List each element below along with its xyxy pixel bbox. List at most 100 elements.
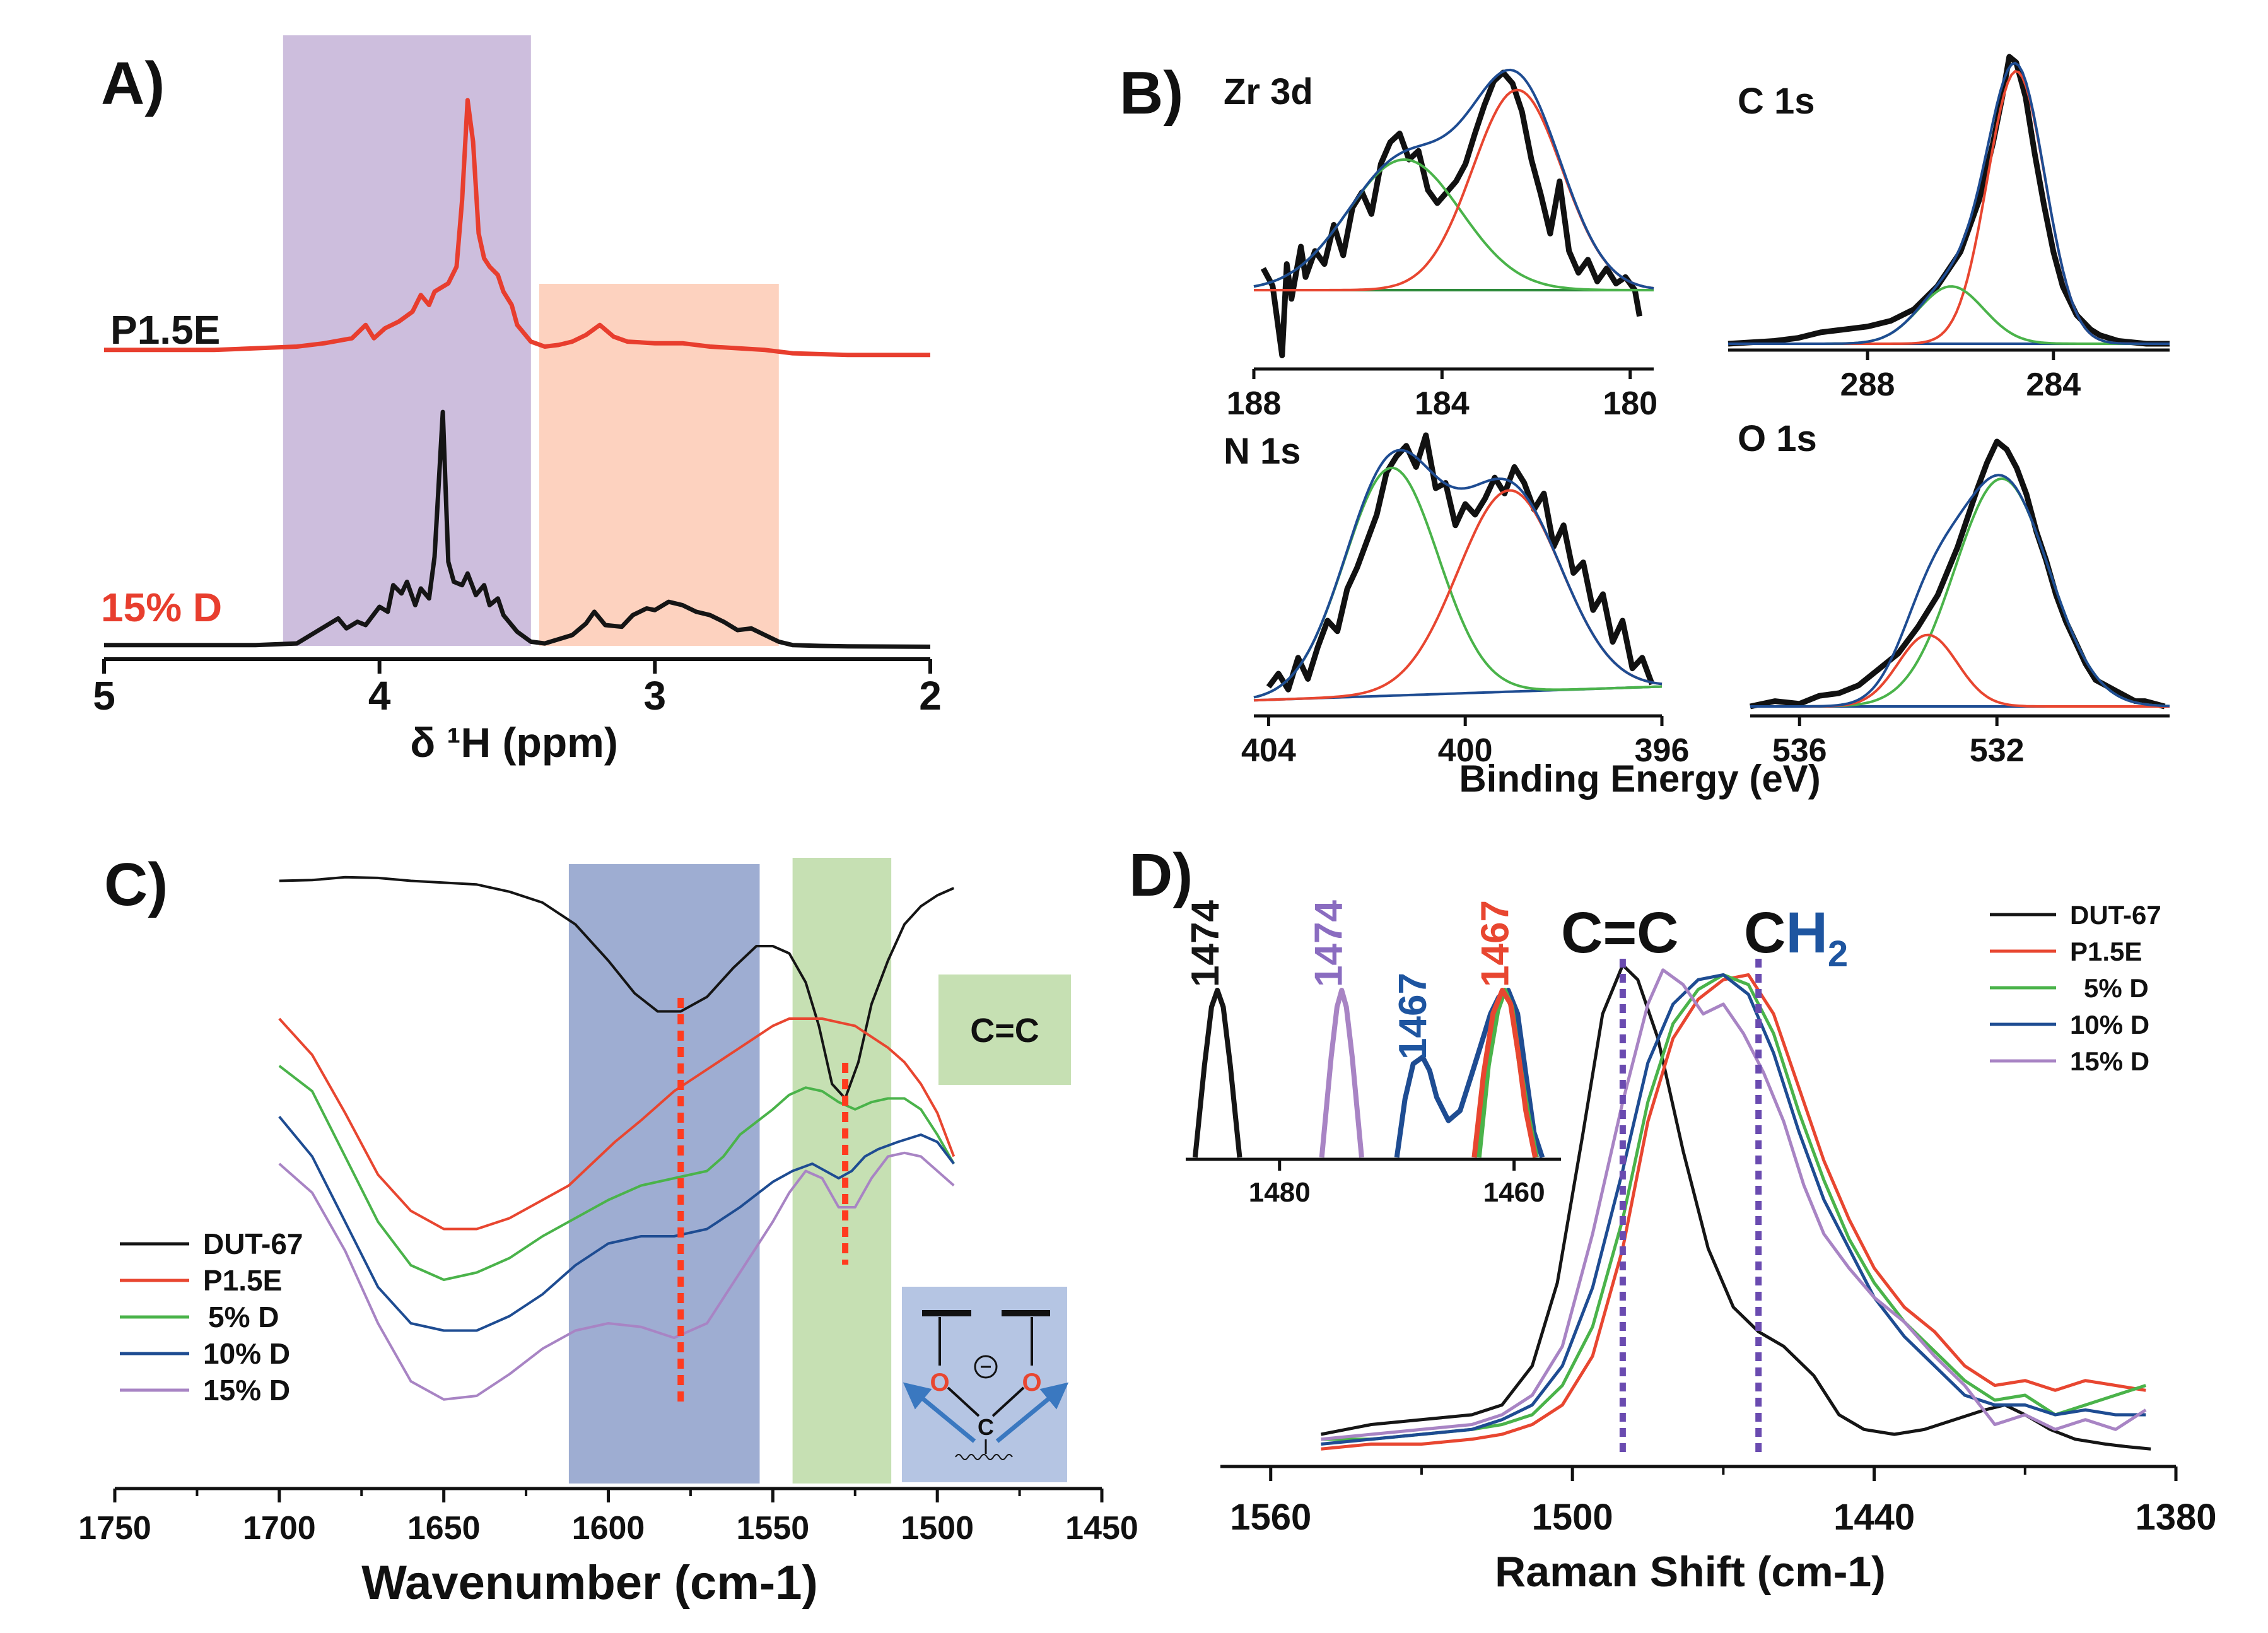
d-tick-label-1440: 1440 <box>1833 1497 1915 1538</box>
a-tick-label-2: 2 <box>919 673 942 718</box>
d-legend-label-10-d: 10% D <box>2070 1010 2149 1039</box>
d-peak-label-cc: C=C <box>1561 901 1679 965</box>
b-o1s-raw <box>1750 438 2166 710</box>
panel-c-label: C) <box>104 851 168 918</box>
svg-text:O: O <box>930 1369 949 1396</box>
c-legend-label-15-d: 15% D <box>203 1374 290 1407</box>
c-tick-label-1500: 1500 <box>901 1510 974 1547</box>
svg-text:C: C <box>978 1414 994 1440</box>
a-x-axis-label: δ ¹H (ppm) <box>410 719 618 766</box>
panel-d-label: D) <box>1129 841 1193 909</box>
d-series-5-d <box>1321 973 2146 1441</box>
a-series-label-p15e: P1.5E <box>110 307 220 353</box>
b-o1s-envelope <box>1750 474 2170 708</box>
b-zr3d-raw <box>1260 69 1643 358</box>
b-x-axis-label: Binding Energy (eV) <box>1459 758 1820 800</box>
panel-c: C) 1750 1700 1650 1600 1550 1500 1450 DUT-67 P1… <box>78 851 1138 1610</box>
d-inset: 1480 1460 1474 1474 1467 1467 <box>1184 900 1561 1208</box>
b-n1s-tick-label-396: 396 <box>1635 732 1690 769</box>
d-tick-label-1560: 1560 <box>1230 1497 1311 1538</box>
d-series-p1-5e <box>1321 973 2146 1451</box>
d-legend-label-5-d: 5% D <box>2084 973 2149 1003</box>
b-c1s-tick-label-284: 284 <box>2026 366 2081 403</box>
d-legend: DUT-67 P1.5E 5% D 10% D 15% D <box>1990 900 2161 1076</box>
d-series-dut-67 <box>1321 963 2151 1451</box>
a-tick-label-5: 5 <box>93 673 115 718</box>
svg-text:O: O <box>1022 1369 1041 1396</box>
b-zr3d-tick-label-184: 184 <box>1415 385 1470 422</box>
c-cc-label: C=C <box>970 1012 1039 1050</box>
c-cc-label-box <box>938 975 1071 1085</box>
a-series-15-d <box>104 98 930 358</box>
c-x-axis-label: Wavenumber (cm-1) <box>361 1556 818 1610</box>
panel-d: D) 1560 1500 1440 1380 1480 1460 1474 1474 1467… <box>1129 841 2217 1596</box>
panel-b: B) 188 184 180 288 284 404 400 396 536 532 Zr … <box>1119 54 2170 800</box>
c-series-5-d <box>278 1065 956 1281</box>
c-legend-label-p1-5e: P1.5E <box>203 1264 282 1297</box>
b-zr3d-tick-label-188: 188 <box>1227 385 1282 422</box>
a-series-p1-5e <box>104 409 931 649</box>
d-tick-label-1380: 1380 <box>2135 1497 2216 1538</box>
a-x-axis: 5 4 3 2 <box>93 657 942 718</box>
d-legend-label-dut-67: DUT-67 <box>2070 900 2161 930</box>
d-inset-peak-p1-5e <box>1471 988 1538 1158</box>
c-band-2 <box>792 858 892 1484</box>
d-inset-tick-label-1460: 1460 <box>1483 1177 1545 1208</box>
d-inset-label-2: 1474 <box>1307 900 1350 987</box>
d-legend-label-p1-5e: P1.5E <box>2070 937 2142 966</box>
carboxylate-scheme-icon: O O C <box>902 1287 1069 1482</box>
b-o1s-tick-label-536: 536 <box>1772 732 1827 769</box>
d-spectra <box>1321 963 2151 1451</box>
c-x-axis: 1750 1700 1650 1600 1550 1500 1450 <box>78 1487 1138 1547</box>
c-legend-label-5-d: 5% D <box>208 1301 279 1333</box>
c-tick-label-1550: 1550 <box>736 1510 809 1547</box>
b-o1s-tick-label-532: 532 <box>1970 732 2025 769</box>
c-tick-label-1450: 1450 <box>1065 1510 1138 1547</box>
b-n1s-envelope <box>1253 448 1663 699</box>
c-highlight-bands <box>568 858 892 1484</box>
d-tick-label-1500: 1500 <box>1532 1497 1613 1538</box>
b-c1s-envelope <box>1728 61 2170 345</box>
a-tick-label-4: 4 <box>368 673 391 718</box>
c-spectra <box>278 875 956 1401</box>
c-band-1 <box>568 864 760 1484</box>
b-subplot-c1s: 288 284 <box>1727 54 2170 403</box>
a-band-1 <box>283 35 531 646</box>
d-inset-peak-dut-67 <box>1192 988 1242 1158</box>
b-n1s-tick-label-404: 404 <box>1241 732 1296 769</box>
b-core-label-zr3d: Zr 3d <box>1224 71 1313 112</box>
b-core-label-o1s: O 1s <box>1738 418 1817 459</box>
d-x-axis-label: Raman Shift (cm-1) <box>1495 1548 1886 1596</box>
b-subplot-n1s: 404 400 396 <box>1241 432 1690 769</box>
d-inset-peak-15-d <box>1319 988 1364 1158</box>
c-tick-label-1650: 1650 <box>407 1510 481 1547</box>
d-inset-label-4: 1467 <box>1473 900 1517 987</box>
c-legend-label-dut-67: DUT-67 <box>203 1227 303 1260</box>
d-series-10-d <box>1321 973 2146 1446</box>
c-legend-label-10-d: 10% D <box>203 1337 290 1370</box>
c-series-10-d <box>278 1116 955 1332</box>
a-spectra <box>104 98 931 649</box>
c-tick-label-1750: 1750 <box>78 1510 151 1547</box>
d-marker-lines <box>1619 959 1762 1454</box>
a-tick-label-3: 3 <box>644 673 667 718</box>
b-n1s-raw <box>1266 432 1655 693</box>
d-inset-label-1: 1474 <box>1184 900 1227 987</box>
c-tick-label-1700: 1700 <box>243 1510 316 1547</box>
c-series-15-d <box>278 1151 955 1401</box>
panel-b-label: B) <box>1119 59 1183 127</box>
d-inset-tick-label-1480: 1480 <box>1249 1177 1311 1208</box>
d-peak-label-ch2: CH2 <box>1744 901 1848 975</box>
b-core-label-c1s: C 1s <box>1738 81 1815 122</box>
a-series-label-15d: 15% D <box>101 585 222 630</box>
d-inset-peak-10-d <box>1394 988 1545 1159</box>
panel-a-label: A) <box>101 50 165 117</box>
c-tick-label-1600: 1600 <box>572 1510 645 1547</box>
b-core-label-n1s: N 1s <box>1224 431 1301 472</box>
d-inset-label-3: 1467 <box>1391 973 1435 1060</box>
b-subplot-o1s: 536 532 <box>1750 438 2170 769</box>
b-zr3d-envelope <box>1253 68 1654 290</box>
panel-a: 5 4 3 2 A) P1.5E 15% D δ ¹H (ppm) <box>93 35 942 766</box>
b-subplot-zr3d: 188 184 180 <box>1227 68 1657 422</box>
